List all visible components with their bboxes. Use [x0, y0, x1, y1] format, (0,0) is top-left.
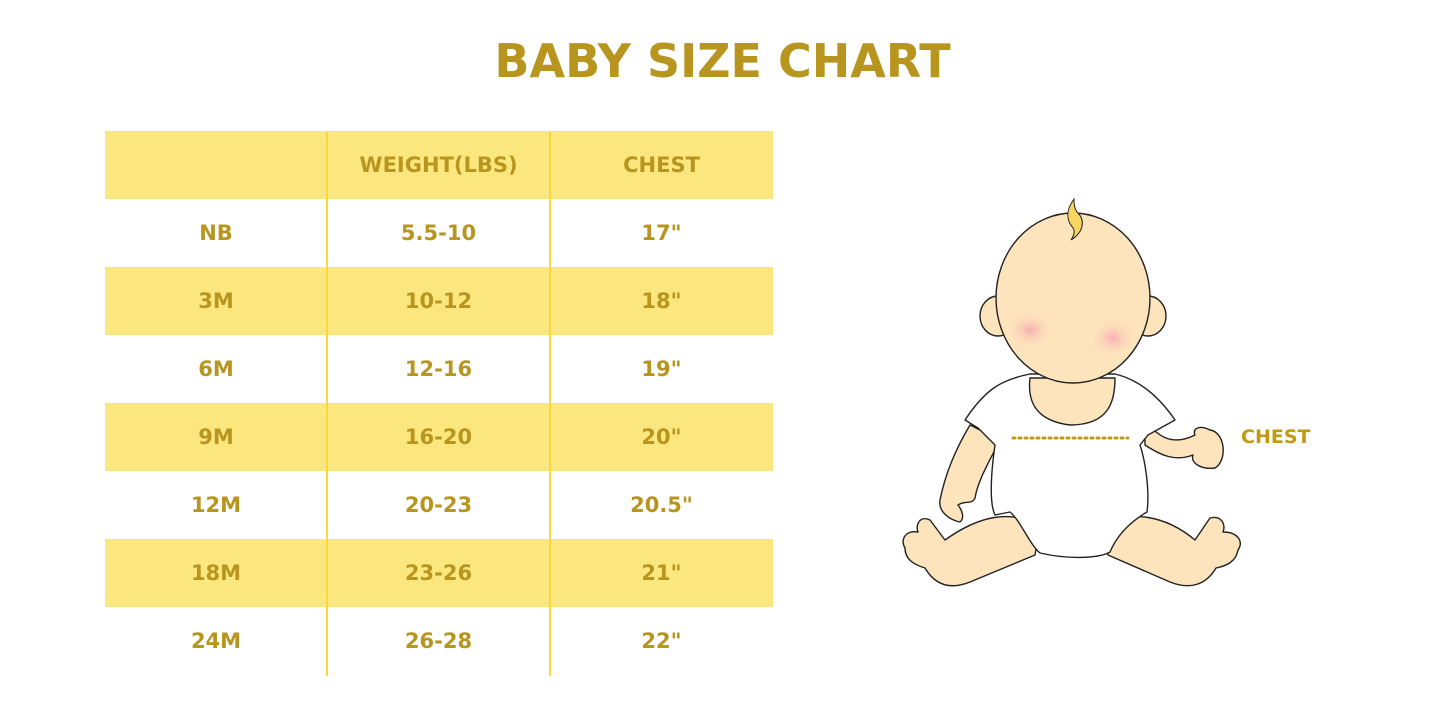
header-cell: CHEST: [623, 153, 700, 177]
table-row: 3M 10-12 18": [105, 267, 773, 335]
header-cell: WEIGHT(LBS): [359, 153, 518, 177]
chest-cell: 20.5": [630, 493, 693, 517]
table-row: 12M 20-23 20.5": [105, 471, 773, 539]
weight-cell: 16-20: [404, 425, 473, 449]
left-cheek: [1005, 310, 1055, 350]
shirt: [964, 373, 1176, 559]
column-divider: [549, 131, 551, 676]
chest-cell: 17": [641, 221, 682, 245]
chest-cell: 19": [641, 357, 682, 381]
size-cell: 3M: [198, 289, 234, 313]
weight-cell: 10-12: [404, 289, 473, 313]
right-leg: [1104, 515, 1241, 587]
page-title: BABY SIZE CHART: [494, 34, 951, 88]
table-row: 6M 12-16 19": [105, 335, 773, 403]
table-row: 9M 16-20 20": [105, 403, 773, 471]
size-cell: 9M: [198, 425, 234, 449]
neck: [1028, 377, 1116, 426]
weight-cell: 20-23: [404, 493, 473, 517]
left-leg: [902, 515, 1041, 587]
chest-label: CHEST: [1241, 426, 1311, 448]
chest-cell: 22": [641, 629, 682, 653]
hair-tuft: [1067, 197, 1083, 241]
chest-cell: 18": [641, 289, 682, 313]
weight-cell: 23-26: [404, 561, 473, 585]
right-cheek: [1088, 318, 1138, 358]
chest-cell: 21": [641, 561, 682, 585]
weight-cell: 26-28: [404, 629, 473, 653]
size-cell: NB: [199, 221, 233, 245]
table-row: 24M 26-28 22": [105, 607, 773, 675]
size-cell: 18M: [190, 561, 242, 585]
chest-cell: 20": [641, 425, 682, 449]
weight-cell: 5.5-10: [400, 221, 477, 245]
right-arm: [1144, 419, 1224, 470]
size-cell: 6M: [198, 357, 234, 381]
column-divider: [326, 131, 328, 676]
table-row: 18M 23-26 21": [105, 539, 773, 607]
table-header-row: WEIGHT(LBS) CHEST: [105, 131, 773, 199]
size-cell: 24M: [190, 629, 242, 653]
weight-cell: 12-16: [404, 357, 473, 381]
left-arm: [939, 424, 1001, 523]
size-cell: 12M: [190, 493, 242, 517]
table-row: NB 5.5-10 17": [105, 199, 773, 267]
size-table: WEIGHT(LBS) CHEST NB 5.5-10 17" 3M 10-12 18" 6…: [105, 131, 773, 675]
